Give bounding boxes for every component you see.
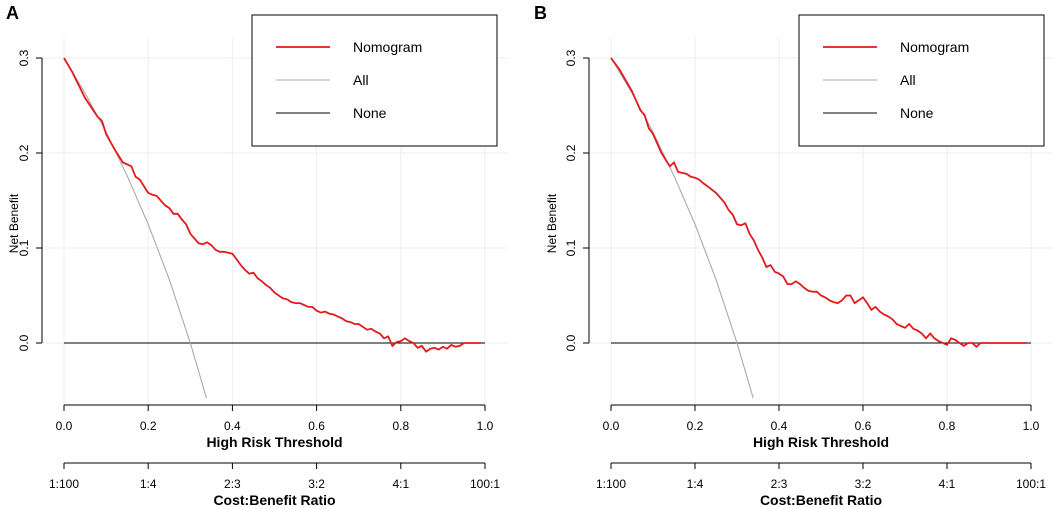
- cost-benefit-tick-label: 2:3: [224, 477, 241, 491]
- cost-benefit-tick-label: 1:100: [596, 477, 626, 491]
- y-tick-label: 0.0: [17, 334, 31, 351]
- y-axis: 0.0 0.1 0.2 0.3 Net Benefit: [545, 49, 590, 351]
- cost-benefit-axis: 1:100 1:4 2:3 3:2 4:1 100:1 Cost:Benefit Ratio: [49, 462, 500, 508]
- y-tick-label: 0.0: [564, 334, 578, 351]
- x-tick-label: 0.2: [140, 419, 157, 433]
- x-tick-label: 0.4: [771, 419, 788, 433]
- x-tick-label: 0.6: [308, 419, 325, 433]
- cost-benefit-tick-label: 100:1: [1016, 477, 1046, 491]
- cost-benefit-tick-label: 1:100: [49, 477, 79, 491]
- panel-b: 0.0 0.1 0.2 0.3 Net Benefit 0.0 0.2 0.4 0.6 0.8 1.…: [534, 3, 1053, 508]
- legend-label-none: None: [353, 105, 387, 121]
- cost-benefit-tick-label: 2:3: [771, 477, 788, 491]
- cost-benefit-axis-title: Cost:Benefit Ratio: [213, 492, 335, 508]
- y-tick-label: 0.2: [564, 144, 578, 161]
- legend: Nomogram All None: [251, 14, 498, 147]
- x-tick-label: 0.0: [56, 419, 73, 433]
- x-tick-label: 1.0: [1023, 419, 1040, 433]
- cost-benefit-axis: 1:100 1:4 2:3 3:2 4:1 100:1 Cost:Benefit Ratio: [596, 462, 1046, 508]
- series-line-nomogram: [610, 57, 1027, 349]
- panel-a: 0.0 0.1 0.2 0.3 Net Benefit 0.0 0.2 0.4 0.6 0.8 1.…: [6, 3, 507, 508]
- y-tick-label: 0.3: [17, 49, 31, 66]
- x-tick-label: 0.8: [392, 419, 409, 433]
- cost-benefit-tick-label: 1:4: [140, 477, 157, 491]
- x-tick-label: 0.6: [855, 419, 872, 433]
- x-tick-label: 0.2: [687, 419, 704, 433]
- y-tick-label: 0.2: [17, 144, 31, 161]
- x-tick-label: 0.8: [939, 419, 956, 433]
- cost-benefit-tick-label: 4:1: [392, 477, 409, 491]
- x-axis-title: High Risk Threshold: [206, 434, 342, 450]
- legend-label-nomogram: Nomogram: [353, 39, 422, 55]
- legend-label-all: All: [353, 72, 369, 88]
- cost-benefit-tick-label: 4:1: [939, 477, 956, 491]
- cost-benefit-tick-label: 3:2: [855, 477, 872, 491]
- y-axis-title: Net Benefit: [545, 193, 559, 253]
- x-axis: 0.0 0.2 0.4 0.6 0.8 1.0 High Risk Threshold: [603, 404, 1040, 450]
- x-tick-label: 0.4: [224, 419, 241, 433]
- y-axis: 0.0 0.1 0.2 0.3 Net Benefit: [7, 49, 43, 351]
- cost-benefit-tick-label: 3:2: [308, 477, 325, 491]
- x-axis: 0.0 0.2 0.4 0.6 0.8 1.0 High Risk Threshold: [56, 404, 494, 450]
- cost-benefit-tick-label: 1:4: [687, 477, 704, 491]
- y-tick-label: 0.1: [17, 239, 31, 256]
- legend-label-none: None: [900, 105, 934, 121]
- legend-label-all: All: [900, 72, 916, 88]
- series-line-all: [610, 57, 754, 399]
- x-tick-label: 0.0: [603, 419, 620, 433]
- x-axis-title: High Risk Threshold: [753, 434, 889, 450]
- legend: Nomogram All None: [798, 14, 1045, 147]
- y-tick-label: 0.1: [564, 239, 578, 256]
- x-tick-label: 1.0: [477, 419, 494, 433]
- series-line-nomogram: [63, 57, 481, 353]
- y-tick-label: 0.3: [564, 49, 578, 66]
- panel-label: B: [534, 3, 547, 23]
- legend-label-nomogram: Nomogram: [900, 39, 969, 55]
- cost-benefit-tick-label: 100:1: [470, 477, 500, 491]
- panel-label: A: [6, 3, 19, 23]
- cost-benefit-axis-title: Cost:Benefit Ratio: [760, 492, 882, 508]
- y-axis-title: Net Benefit: [7, 193, 21, 253]
- series-line-all: [63, 57, 208, 399]
